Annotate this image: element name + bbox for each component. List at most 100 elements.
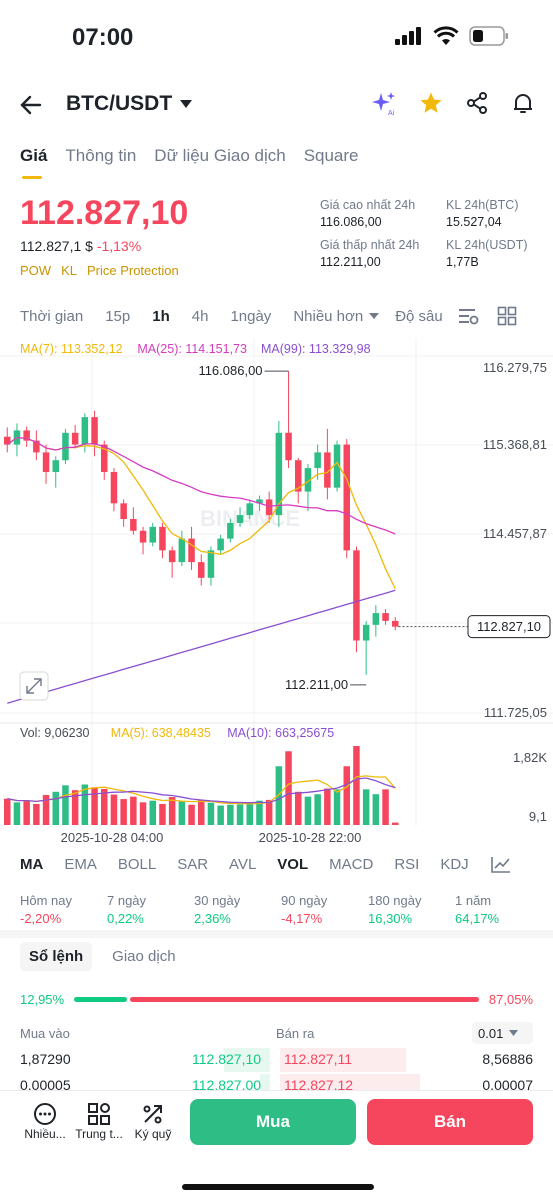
tag-kl[interactable]: KL <box>61 263 77 278</box>
vol-btc-value: 15.527,04 <box>446 215 502 229</box>
tag-pow[interactable]: POW <box>20 263 52 278</box>
volume-bar <box>382 789 389 825</box>
indicator-ma[interactable]: MA <box>20 856 44 873</box>
ma-legend: MA(99): 113.329,98 <box>261 342 371 356</box>
volume-bar <box>52 791 59 825</box>
volume-bar <box>71 790 79 825</box>
more-button[interactable]: Nhiều... <box>16 1101 74 1141</box>
battery-icon <box>469 26 508 46</box>
back-arrow-icon[interactable] <box>18 92 44 125</box>
svg-text:Ai: Ai <box>388 110 395 116</box>
center-button[interactable]: Trung t... <box>70 1101 128 1141</box>
candle-body <box>236 515 244 523</box>
perf-label: 90 ngày <box>281 893 328 908</box>
pair-selector[interactable]: BTC/USDT <box>66 92 193 116</box>
indicator-sar[interactable]: SAR <box>177 856 209 873</box>
candle-body <box>101 444 108 472</box>
perf-7d: 7 ngày 0,22% <box>107 892 194 928</box>
candle-body <box>304 468 312 492</box>
share-icon[interactable] <box>465 91 489 115</box>
precision-select[interactable]: 0.01 <box>472 1022 533 1044</box>
volume-bar <box>362 789 370 825</box>
candle-body <box>314 452 321 469</box>
interval-1d[interactable]: 1ngày <box>230 307 272 325</box>
caret-down-icon <box>509 1029 519 1036</box>
percent-arrow-icon <box>143 1105 162 1124</box>
orderbook-row[interactable]: 1,87290 112.827,10 112.827,11 8,56886 <box>20 1048 533 1072</box>
tab-square[interactable]: Square <box>303 146 359 165</box>
candle-body <box>246 503 253 516</box>
buy-button[interactable]: Mua <box>190 1099 356 1145</box>
interval-15m[interactable]: 15p <box>105 307 131 325</box>
precision-value: 0.01 <box>478 1025 504 1041</box>
sell-button[interactable]: Bán <box>367 1099 533 1145</box>
bell-icon[interactable] <box>511 91 535 115</box>
perf-label: 1 năm <box>455 893 492 908</box>
indicator-macd[interactable]: MACD <box>329 856 374 873</box>
volume-bar <box>295 791 302 825</box>
candle-body <box>382 613 389 621</box>
margin-button[interactable]: Ký quỹ <box>124 1101 182 1141</box>
last-price-box <box>467 615 551 639</box>
chart-settings-icon[interactable] <box>457 306 479 326</box>
interval-more[interactable]: Nhiều hơn <box>293 307 364 325</box>
indicator-ema[interactable]: EMA <box>64 856 97 873</box>
perf-label: 7 ngày <box>107 893 147 908</box>
grid-layout-icon[interactable] <box>497 306 517 326</box>
volume-bar <box>42 795 50 825</box>
volume-bar <box>304 796 312 825</box>
indicator-boll[interactable]: BOLL <box>117 856 157 873</box>
candle-body <box>91 417 98 445</box>
tab-info[interactable]: Thông tin <box>65 146 137 165</box>
volume-bar <box>207 802 215 825</box>
bid-price: 112.827,10 <box>192 1051 262 1067</box>
x-tick-label: 2025-10-28 04:00 <box>61 830 164 845</box>
tab-order-book[interactable]: Sổ lệnh <box>20 942 93 971</box>
perf-value: 64,17% <box>455 911 500 926</box>
tag-row: POW KL Price Protection <box>20 263 179 278</box>
ask-price: 112.827,11 <box>284 1051 352 1067</box>
tab-trading-data[interactable]: Dữ liệu Giao dịch <box>154 146 286 165</box>
indicator-vol[interactable]: VOL <box>277 856 309 873</box>
indicator-rsi[interactable]: RSI <box>394 856 420 873</box>
volume-bar <box>333 789 341 825</box>
candle-body <box>71 432 79 445</box>
tab-price[interactable]: Giá <box>20 146 48 179</box>
ma-legend: MA(7): 113.352,12 <box>20 342 123 356</box>
ratio-bar <box>74 997 479 1002</box>
interval-4h[interactable]: 4h <box>191 307 209 325</box>
volume-bar <box>188 804 195 825</box>
depth-tab[interactable]: Độ sâu <box>395 307 443 325</box>
ai-sparkle-icon[interactable]: Ai <box>371 90 397 116</box>
indicator-avl[interactable]: AVL <box>229 856 257 873</box>
candle-body <box>265 499 273 516</box>
orderbook-tabs: Sổ lệnh Giao dịch <box>20 942 176 971</box>
interval-1h[interactable]: 1h <box>152 307 170 325</box>
interval-time[interactable]: Thời gian <box>20 307 84 325</box>
low-marker-label: 112.211,00 <box>285 677 348 692</box>
indicator-kdj[interactable]: KDJ <box>440 856 469 873</box>
caret-down-icon <box>369 313 380 319</box>
ratio-bar-buy <box>74 997 127 1002</box>
interval-bar: Thời gian 15p 1h 4h 1ngày Nhiều hơn Độ s… <box>20 306 533 326</box>
volume-bar <box>372 794 380 825</box>
vol-usdt-label: KL 24h(USDT) <box>446 238 528 252</box>
vol-legend: MA(5): 638,48435 <box>111 726 211 740</box>
perf-value: 16,30% <box>368 911 413 926</box>
candle-body <box>23 430 30 441</box>
perf-label: Hôm nay <box>20 893 73 908</box>
wifi-icon <box>433 26 459 45</box>
tab-trades[interactable]: Giao dịch <box>112 948 176 965</box>
tag-price-protection[interactable]: Price Protection <box>86 263 179 278</box>
high-label: Giá cao nhất 24h <box>320 198 416 212</box>
indicator-chart-icon[interactable] <box>490 856 512 874</box>
volume-bar <box>91 787 98 825</box>
candle-body <box>130 519 137 531</box>
bid-depth-bar <box>260 1074 270 1098</box>
star-icon[interactable] <box>419 91 443 115</box>
vol-ma10-line <box>7 777 396 804</box>
candle-body <box>62 432 69 461</box>
ask-qty: 0,00007 <box>482 1077 533 1093</box>
volume-bar <box>168 797 176 825</box>
